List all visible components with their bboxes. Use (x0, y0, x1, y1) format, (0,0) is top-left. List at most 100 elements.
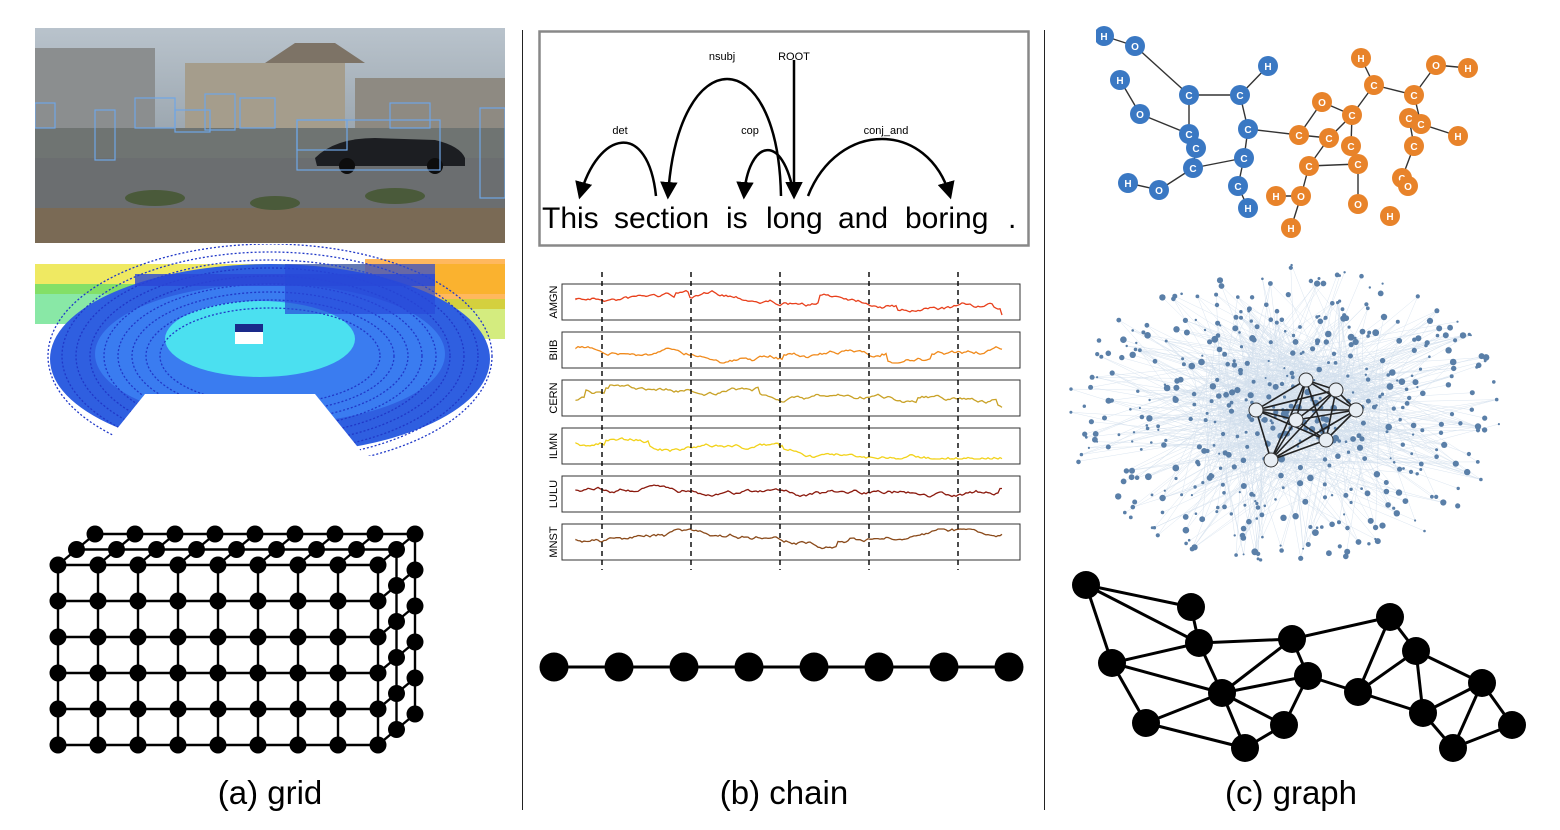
network-node (1449, 374, 1454, 379)
network-hub-node (1328, 382, 1344, 398)
network-edge (1132, 354, 1387, 441)
atom-label: C (1410, 142, 1417, 153)
network-edge (1262, 278, 1284, 418)
graph-node (1098, 649, 1126, 677)
network-node (1492, 380, 1496, 384)
network-node (1330, 301, 1335, 306)
graph-edge (1145, 721, 1246, 750)
network-edge (1207, 358, 1304, 414)
chain-node (799, 652, 829, 682)
atom-circle (1266, 186, 1286, 206)
network-edge (1101, 356, 1268, 440)
stock-frame (561, 475, 1021, 513)
network-node (1395, 319, 1400, 324)
grid-node (329, 664, 347, 682)
grid-node (89, 736, 107, 754)
arc-label-conj-and: conj_and (864, 125, 909, 137)
network-edge (1247, 399, 1497, 454)
chain-node (669, 652, 699, 682)
atom-circle (1258, 56, 1278, 76)
network-edge (1334, 380, 1347, 496)
grid-node (169, 628, 187, 646)
network-edge (1313, 303, 1333, 409)
network-node (1274, 320, 1279, 325)
network-node (1184, 541, 1188, 546)
network-edge (1214, 456, 1418, 474)
network-node (1367, 542, 1371, 546)
grid-panel: (a) grid (0, 0, 520, 830)
network-edge (1247, 319, 1282, 413)
network-edge (1382, 368, 1421, 423)
atom-label: O (1136, 110, 1144, 121)
molecule-atom: O (1312, 92, 1332, 112)
network-node (1308, 525, 1313, 529)
network-edge (1265, 342, 1271, 394)
network-edge (1226, 394, 1353, 458)
network-edge (1162, 391, 1228, 499)
network-edge (1254, 343, 1318, 379)
network-node (1410, 422, 1417, 429)
network-node (1199, 516, 1206, 523)
network-hub-node (1248, 402, 1264, 418)
graph-node (1498, 711, 1526, 739)
network-node (1326, 550, 1332, 557)
atom-circle (1118, 173, 1138, 193)
network-edge (1135, 349, 1304, 465)
network-edge (1215, 405, 1230, 430)
grid-node (129, 592, 147, 610)
network-edge (1375, 399, 1497, 403)
network-node (1453, 338, 1458, 343)
network-edge (1312, 356, 1321, 398)
network-edge (1251, 320, 1375, 369)
grid-node (289, 628, 307, 646)
network-edge (1197, 296, 1359, 382)
network-edge (1162, 427, 1289, 499)
network-hub-node (1318, 432, 1334, 448)
stock-label: AMGN (548, 285, 560, 318)
network-edge (1266, 421, 1273, 443)
dependency-frame (538, 30, 1030, 247)
network-node (1418, 461, 1424, 467)
network-node (1077, 460, 1081, 463)
network-node (1218, 452, 1221, 455)
network-edge (1132, 431, 1376, 508)
atom-circle (1380, 206, 1400, 226)
network-node (1238, 331, 1241, 334)
network-edge (1126, 437, 1382, 472)
network-edge (1177, 367, 1259, 382)
network-edge (1250, 377, 1265, 459)
network-node (1234, 553, 1238, 557)
network-node (1239, 310, 1243, 314)
network-node (1298, 325, 1302, 329)
network-edge (1295, 341, 1341, 438)
network-edge (1173, 298, 1282, 417)
network-node (1322, 495, 1328, 500)
network-edge (1314, 368, 1454, 379)
network-node (1129, 467, 1135, 474)
network-edge (1321, 357, 1487, 387)
network-edge (1338, 301, 1340, 381)
network-node (1426, 317, 1434, 324)
network-node (1344, 440, 1348, 443)
network-edge (1282, 446, 1352, 490)
network-edge (1205, 356, 1269, 362)
network-node (1232, 359, 1236, 363)
network-edge (1256, 341, 1296, 393)
network-edge (1291, 420, 1400, 453)
network-node (1240, 457, 1247, 464)
molecule-atom: C (1230, 85, 1250, 105)
network-node (1193, 485, 1197, 489)
network-edge (1383, 433, 1391, 459)
network-edge (1194, 361, 1219, 405)
network-node (1322, 457, 1328, 462)
network-edge (1257, 369, 1267, 554)
network-edge (1254, 377, 1301, 441)
network-edge (1185, 320, 1340, 383)
network-edge (1164, 384, 1245, 461)
network-node (1497, 423, 1500, 426)
network-node (1347, 325, 1351, 329)
network-edge (1139, 350, 1302, 374)
network-node (1419, 468, 1423, 471)
grid-node (209, 628, 227, 646)
network-core-edge (1270, 419, 1297, 461)
